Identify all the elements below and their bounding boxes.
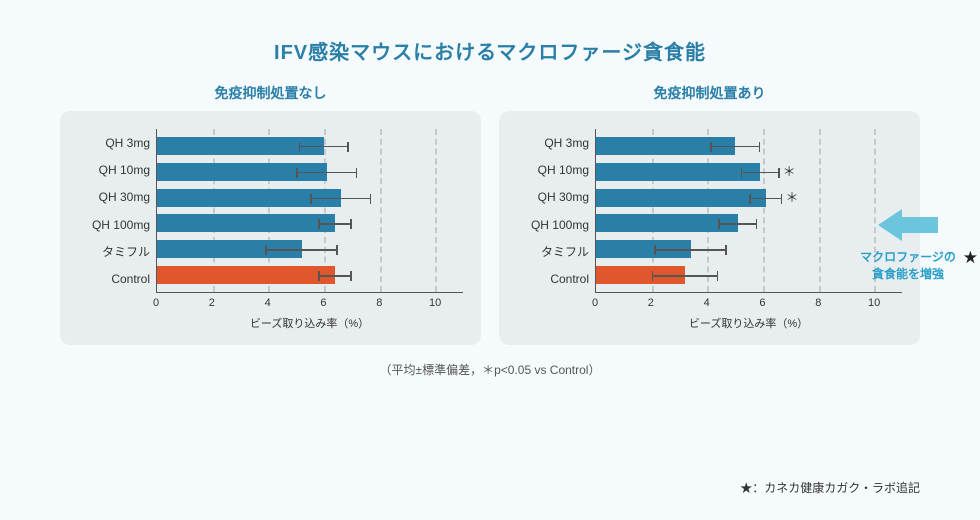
x-ticks: 0 2 4 6 8 10 (595, 297, 902, 313)
x-tick: 2 (209, 297, 215, 309)
y-label: QH 3mg (78, 130, 150, 156)
y-label: タミフル (517, 239, 589, 265)
x-ticks: 0 2 4 6 8 10 (156, 297, 463, 313)
x-tick: 10 (429, 297, 441, 309)
x-tick: 0 (592, 297, 598, 309)
bar-wrap (157, 137, 463, 155)
callout-text: マクロファージの 貪食能を増強 (848, 249, 968, 283)
bar-wrap (157, 189, 463, 207)
y-label: QH 10mg (517, 157, 589, 183)
x-axis: 0 2 4 6 8 10 (78, 297, 463, 313)
x-axis-label: ビーズ取り込み率（%） (595, 315, 902, 331)
plot-row: QH 3mgQH 10mgQH 30mgQH 100mgタミフルControl (78, 129, 463, 293)
y-label: Control (517, 266, 589, 292)
callout-line2: 貪食能を増強 (872, 267, 944, 281)
x-tick: 8 (815, 297, 821, 309)
callout-line1: マクロファージの (860, 250, 956, 264)
x-axis: 0 2 4 6 8 10 (517, 297, 902, 313)
bar-wrap: ＊ (596, 163, 902, 181)
plot-area (156, 129, 463, 293)
charts-container: 免疫抑制処置なし QH 3mgQH 10mgQH 30mgQH 100mgタミフ… (0, 65, 980, 345)
error-bar (652, 275, 719, 277)
left-chart-box: QH 3mgQH 10mgQH 30mgQH 100mgタミフルControl0… (60, 111, 481, 345)
chart-title: IFV感染マウスにおけるマクロファージ貪食能 (0, 0, 980, 65)
x-tick: 10 (868, 297, 880, 309)
left-subtitle: 免疫抑制処置なし (60, 83, 481, 103)
x-tick: 6 (320, 297, 326, 309)
left-chart: 免疫抑制処置なし QH 3mgQH 10mgQH 30mgQH 100mgタミフ… (60, 83, 481, 345)
error-bar (718, 223, 757, 225)
star-marker-icon: ★ (963, 248, 978, 268)
y-labels: QH 3mgQH 10mgQH 30mgQH 100mgタミフルControl (517, 129, 595, 293)
error-bar (299, 146, 349, 148)
y-labels: QH 3mgQH 10mgQH 30mgQH 100mgタミフルControl (78, 129, 156, 293)
error-bar (749, 198, 782, 200)
bar (596, 163, 760, 181)
x-axis-label: ビーズ取り込み率（%） (156, 315, 463, 331)
x-tick: 4 (265, 297, 271, 309)
bar-wrap (596, 137, 902, 155)
arrow-left-icon (878, 205, 938, 245)
error-bar (741, 172, 780, 174)
bar-wrap: ＊ (596, 189, 902, 207)
y-label: QH 30mg (78, 184, 150, 210)
error-bar (710, 146, 760, 148)
y-label: QH 3mg (517, 130, 589, 156)
bar-wrap (157, 240, 463, 258)
bar (157, 214, 335, 232)
bar-wrap (157, 214, 463, 232)
x-tick: 2 (648, 297, 654, 309)
x-tick: 6 (759, 297, 765, 309)
y-label: QH 100mg (517, 212, 589, 238)
bar (596, 214, 738, 232)
error-bar (318, 275, 351, 277)
error-bar (265, 249, 337, 251)
x-tick: 0 (153, 297, 159, 309)
right-subtitle: 免疫抑制処置あり (499, 83, 920, 103)
bar-wrap (157, 266, 463, 284)
bars (157, 129, 463, 292)
y-label: QH 100mg (78, 212, 150, 238)
significance-marker: ＊ (785, 187, 798, 206)
plot-row: QH 3mgQH 10mgQH 30mgQH 100mgタミフルControl ＊… (517, 129, 902, 293)
error-bar (310, 198, 371, 200)
y-label: QH 10mg (78, 157, 150, 183)
error-bar (296, 172, 357, 174)
error-bar (654, 249, 726, 251)
y-label: Control (78, 266, 150, 292)
star-note: ★：カネカ健康カガク・ラボ追記 (740, 479, 920, 496)
significance-marker: ＊ (783, 161, 796, 180)
bar-wrap (157, 163, 463, 181)
callout: マクロファージの 貪食能を増強 (848, 205, 968, 283)
x-tick: 8 (376, 297, 382, 309)
bar (596, 189, 766, 207)
y-label: タミフル (78, 239, 150, 265)
y-label: QH 30mg (517, 184, 589, 210)
bar (157, 266, 335, 284)
footnote: （平均±標準偏差，＊p<0.05 vs Control） (0, 361, 980, 378)
x-tick: 4 (704, 297, 710, 309)
error-bar (318, 223, 351, 225)
